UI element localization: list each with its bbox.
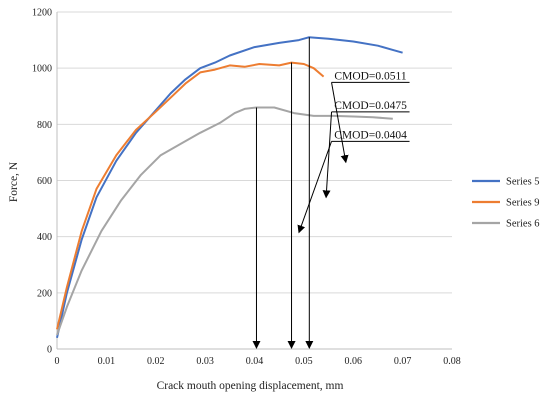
y-tick-label: 800 <box>37 120 52 131</box>
y-axis-title: Force, N <box>8 161 20 202</box>
cmod-label: CMOD=0.0475 <box>334 100 407 112</box>
legend-entry: Series 5 <box>506 177 540 188</box>
y-tick-label: 1000 <box>32 64 52 75</box>
cmod-label: CMOD=0.0404 <box>334 129 407 141</box>
x-tick-labels: 0 0.01 0.02 0.03 0.04 0.05 0.06 0.07 0.08 <box>55 356 461 367</box>
x-tick-label: 0.08 <box>443 356 461 367</box>
cmod-label: CMOD=0.0511 <box>334 70 406 82</box>
x-tick-label: 0.04 <box>246 356 264 367</box>
cmod-pointer-arrow <box>297 141 333 234</box>
legend-entry: Series 6 <box>506 219 540 230</box>
cmod-pointer-arrow <box>331 82 349 164</box>
legend: Series 5 Series 9 Series 6 <box>472 177 540 230</box>
annotations: CMOD=0.0511 CMOD=0.0475 CMOD=0.0404 <box>252 37 410 349</box>
x-tick-label: 0 <box>55 356 60 367</box>
y-tick-label: 200 <box>37 288 52 299</box>
axes <box>56 12 452 350</box>
y-tick-label: 600 <box>37 176 52 187</box>
gridlines <box>57 11 452 294</box>
series-line-3 <box>56 106 393 336</box>
cmod-pointer-arrow <box>322 111 333 199</box>
series-line-1 <box>56 36 403 339</box>
x-axis-title: Crack mouth opening displacement, mm <box>157 380 344 392</box>
x-tick-label: 0.03 <box>196 356 214 367</box>
x-tick-label: 0.05 <box>295 356 313 367</box>
x-tick-label: 0.06 <box>345 356 363 367</box>
y-tick-label: 0 <box>47 345 52 356</box>
y-tick-label: 1200 <box>32 8 52 19</box>
x-tick-label: 0.02 <box>147 356 165 367</box>
x-tick-label: 0.01 <box>98 356 116 367</box>
y-tick-label: 400 <box>37 232 52 243</box>
y-tick-labels: 0 200 400 600 800 1000 1200 <box>32 8 52 356</box>
x-tick-label: 0.07 <box>394 356 412 367</box>
legend-entry: Series 9 <box>506 198 540 209</box>
